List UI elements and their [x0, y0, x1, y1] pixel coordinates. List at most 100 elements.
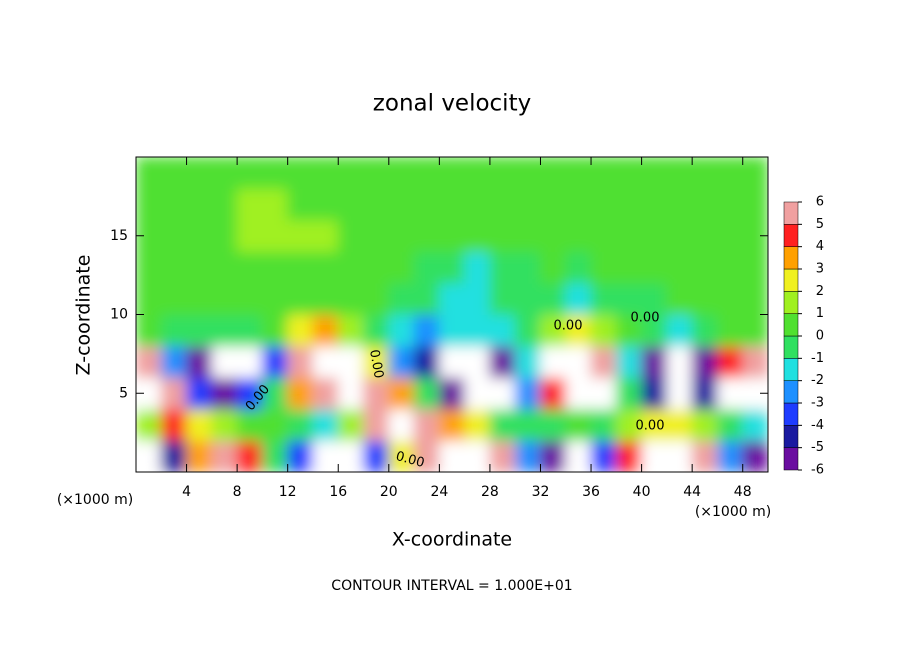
cell — [337, 188, 365, 221]
cell — [641, 188, 668, 221]
cell — [186, 377, 213, 410]
cell — [438, 219, 466, 252]
cell — [464, 251, 491, 284]
cell — [742, 314, 768, 347]
cell — [337, 408, 365, 441]
cell — [438, 345, 466, 378]
cell — [615, 377, 643, 410]
cell — [716, 188, 744, 221]
cell — [565, 157, 592, 189]
cell — [641, 377, 668, 410]
x-tick-label: 36 — [582, 484, 600, 500]
cell — [413, 408, 440, 441]
cell — [742, 440, 768, 472]
cell — [388, 251, 415, 284]
cell — [363, 408, 390, 441]
cell — [666, 251, 693, 284]
cell — [514, 345, 541, 378]
y-tick-label: 10 — [110, 307, 128, 323]
cell — [312, 377, 339, 410]
cell — [211, 377, 238, 410]
cell — [160, 282, 188, 315]
cell — [388, 377, 415, 410]
colorbar-label: 0 — [816, 329, 824, 344]
colorbar-swatch — [783, 402, 799, 426]
cell — [565, 408, 592, 441]
cell — [565, 440, 592, 472]
cell — [388, 440, 415, 472]
cell — [186, 440, 213, 472]
cell — [464, 440, 491, 472]
cell — [337, 282, 365, 315]
colorbar-swatch — [783, 313, 799, 337]
colorbar-swatch — [783, 268, 799, 292]
x-tick-label: 44 — [683, 484, 701, 500]
cell — [413, 314, 440, 347]
cell — [438, 251, 466, 284]
cell — [312, 188, 339, 221]
cell — [489, 345, 516, 378]
cell — [666, 157, 693, 189]
cell — [489, 188, 516, 221]
cell — [287, 188, 314, 221]
cell — [388, 157, 415, 189]
cell — [211, 157, 238, 189]
cell — [641, 314, 668, 347]
cell — [464, 377, 491, 410]
cell — [742, 282, 768, 315]
cell — [363, 345, 390, 378]
cell — [236, 251, 263, 284]
colorbar-label: -4 — [811, 418, 824, 433]
cell — [438, 314, 466, 347]
cell — [742, 345, 768, 378]
cell — [287, 345, 314, 378]
cell — [514, 188, 541, 221]
cell — [716, 219, 744, 252]
cell — [312, 345, 339, 378]
cell — [489, 157, 516, 189]
cell — [641, 219, 668, 252]
cell — [590, 188, 617, 221]
cell — [211, 251, 238, 284]
colorbar-label: -5 — [811, 440, 824, 455]
cell — [565, 282, 592, 315]
cell — [363, 377, 390, 410]
cell — [438, 282, 466, 315]
cell — [236, 188, 263, 221]
x-tick-label: 4 — [182, 484, 191, 500]
cell — [186, 314, 213, 347]
cell — [641, 408, 668, 441]
cell — [287, 314, 314, 347]
cell — [236, 219, 263, 252]
cell — [691, 219, 718, 252]
cell — [464, 219, 491, 252]
cell — [641, 251, 668, 284]
cell — [160, 377, 188, 410]
cell — [666, 377, 693, 410]
cell — [363, 314, 390, 347]
cell — [337, 157, 365, 189]
cell — [287, 440, 314, 472]
cell — [615, 219, 643, 252]
cell — [413, 282, 440, 315]
cell — [539, 157, 567, 189]
cell — [211, 188, 238, 221]
cell — [312, 408, 339, 441]
cell — [261, 157, 289, 189]
colorbar-label: 6 — [816, 195, 824, 210]
cell — [312, 157, 339, 189]
cell — [716, 157, 744, 189]
cell — [363, 188, 390, 221]
cell — [363, 251, 390, 284]
cell — [590, 251, 617, 284]
cell — [464, 282, 491, 315]
colorbar-swatch — [783, 291, 799, 314]
cell — [160, 440, 188, 472]
cells — [136, 157, 768, 472]
x-tick-label: 24 — [430, 484, 448, 500]
cell — [287, 377, 314, 410]
colorbar-label: 5 — [816, 217, 824, 232]
cell — [615, 282, 643, 315]
cell — [590, 377, 617, 410]
colorbar-swatch — [783, 358, 799, 381]
